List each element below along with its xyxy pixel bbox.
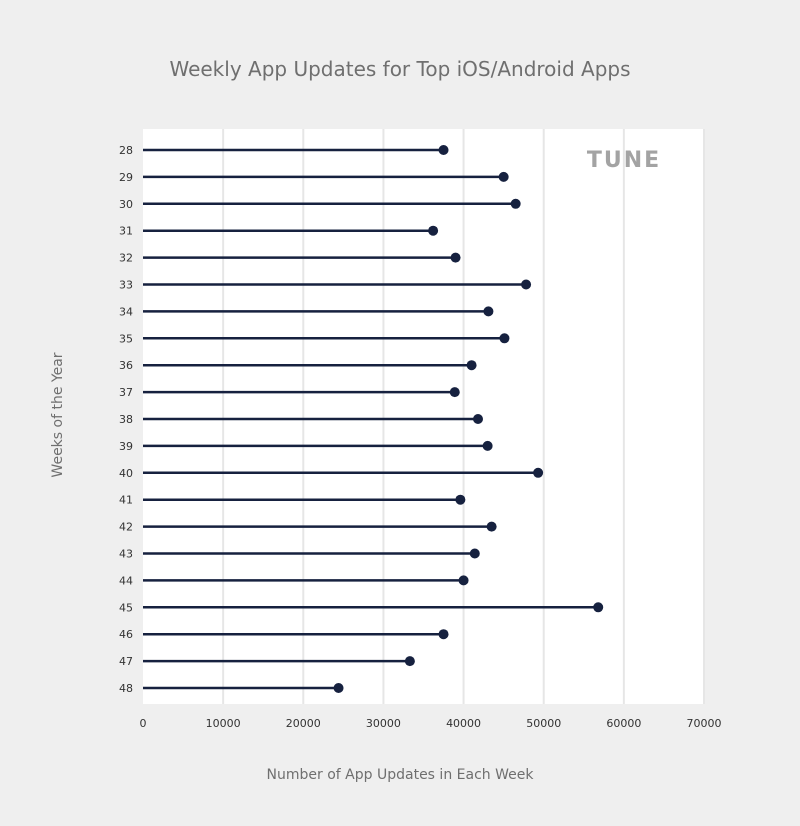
y-tick-label: 34 — [119, 305, 133, 318]
x-tick-label: 70000 — [687, 717, 722, 730]
y-tick-label: 32 — [119, 252, 133, 265]
y-tick-label: 44 — [119, 574, 133, 587]
lollipop-point — [438, 629, 449, 640]
lollipop-point — [482, 440, 493, 451]
y-tick-label: 43 — [119, 548, 133, 561]
grid — [222, 129, 705, 704]
x-tick-label: 50000 — [526, 717, 561, 730]
y-tick-label: 37 — [119, 386, 133, 399]
y-tick-label: 31 — [119, 225, 133, 238]
lollipop-point — [469, 548, 480, 559]
tune-logo: TUNE — [587, 148, 661, 173]
lollipop-point — [458, 575, 469, 586]
lollipop-point — [498, 171, 509, 182]
y-tick-label: 33 — [119, 279, 133, 292]
y-tick-label: 35 — [119, 332, 133, 345]
y-axis-ticks: 28 29 30 31 32 33 34 35 36 37 38 39 40 41 42 43 44 45 46 47… — [119, 144, 133, 695]
lollipop-point — [483, 306, 494, 317]
lollipop-point — [449, 387, 460, 398]
series-marks — [143, 145, 604, 693]
y-axis-title: Weeks of the Year — [50, 352, 66, 477]
y-tick-label: 48 — [119, 682, 133, 695]
lollipop-point — [404, 656, 415, 667]
lollipop-point — [438, 145, 449, 155]
x-axis-ticks: 0 10000 20000 30000 40000 50000 60000 70000 — [140, 717, 722, 730]
lollipop-point — [486, 521, 497, 532]
x-tick-label: 30000 — [366, 717, 401, 730]
lollipop-point — [466, 360, 477, 371]
y-tick-label: 45 — [119, 601, 133, 614]
lollipop-point — [510, 198, 521, 209]
lollipop-point — [450, 252, 461, 263]
y-tick-label: 47 — [119, 655, 133, 668]
y-tick-label: 40 — [119, 467, 133, 480]
y-tick-label: 39 — [119, 440, 133, 453]
chart-title: Weekly App Updates for Top iOS/Android A… — [169, 57, 630, 81]
x-tick-label: 60000 — [606, 717, 641, 730]
y-tick-label: 38 — [119, 413, 133, 426]
lollipop-point — [333, 683, 344, 693]
y-tick-label: 36 — [119, 359, 133, 372]
x-tick-label: 40000 — [446, 717, 481, 730]
lollipop-point — [428, 225, 439, 236]
x-tick-label: 0 — [140, 717, 147, 730]
lollipop-point — [499, 333, 510, 344]
lollipop-point — [533, 467, 544, 478]
lollipop-point — [593, 602, 604, 613]
plot-area — [143, 129, 704, 704]
lollipop-point — [455, 494, 466, 505]
x-axis-title: Number of App Updates in Each Week — [267, 767, 535, 783]
y-tick-label: 41 — [119, 494, 133, 507]
y-tick-label: 30 — [119, 198, 133, 211]
y-tick-label: 29 — [119, 171, 133, 184]
x-tick-label: 10000 — [206, 717, 241, 730]
y-tick-label: 42 — [119, 521, 133, 534]
lollipop-point — [472, 414, 483, 424]
y-tick-label: 46 — [119, 628, 133, 641]
y-tick-label: 28 — [119, 144, 133, 157]
x-tick-label: 20000 — [286, 717, 321, 730]
lollipop-point — [521, 279, 532, 290]
